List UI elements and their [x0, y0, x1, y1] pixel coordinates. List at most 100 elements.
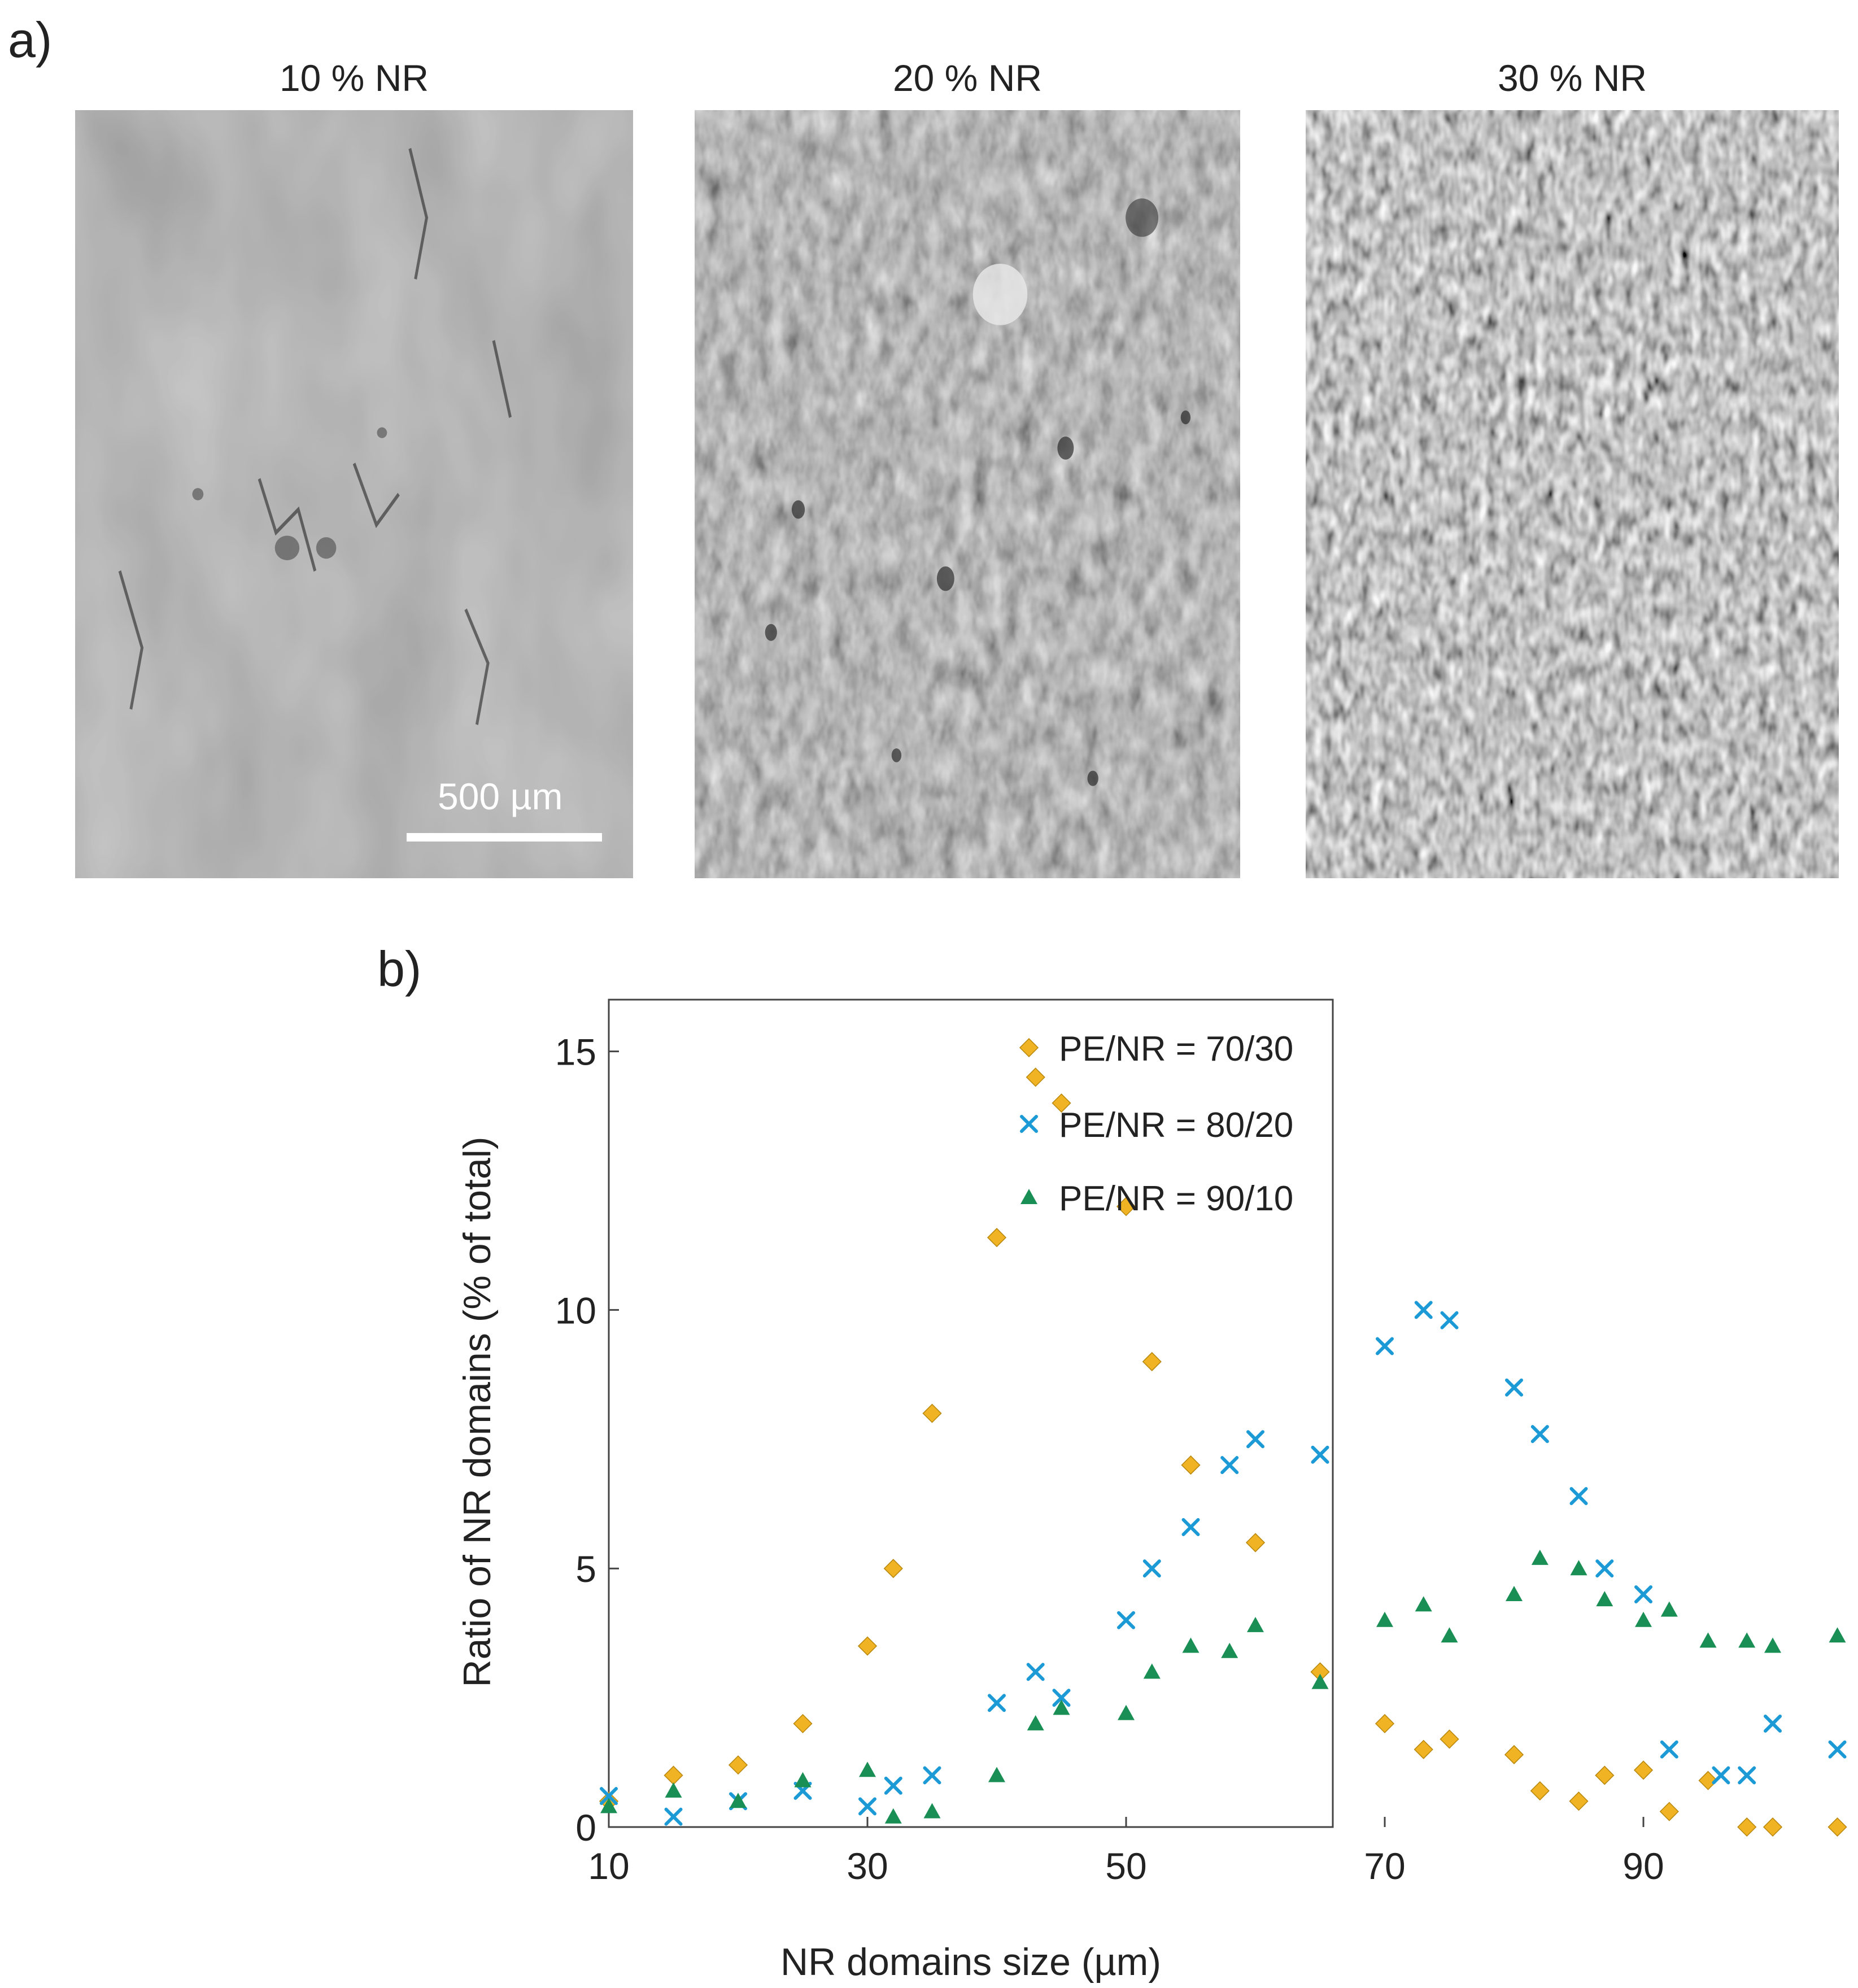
data-point-x	[1738, 1766, 1756, 1785]
panel-b-label: b)	[377, 941, 422, 997]
data-point-x	[600, 1787, 618, 1806]
micrograph-30-percent-nr	[1306, 110, 1839, 878]
y-tick-label: 10	[555, 1289, 596, 1331]
x-tick-label: 70	[1364, 1845, 1405, 1887]
data-point-triangle	[1247, 1616, 1264, 1632]
data-point-diamond	[1698, 1771, 1718, 1790]
data-point-x	[884, 1776, 902, 1795]
data-point-triangle	[1570, 1560, 1587, 1576]
data-point-triangle	[1738, 1632, 1756, 1648]
data-point-triangle	[1699, 1632, 1717, 1648]
data-point-x	[1142, 1559, 1161, 1578]
data-point-x	[1026, 1663, 1045, 1681]
data-point-triangle	[1182, 1637, 1200, 1653]
data-point-x	[1828, 1740, 1847, 1759]
micrograph-30-texture	[1306, 110, 1839, 878]
data-point-x	[1440, 1311, 1459, 1329]
data-point-triangle	[1118, 1704, 1135, 1720]
micrograph-title-20: 20 % NR	[892, 57, 1043, 99]
data-point-diamond	[1052, 1093, 1071, 1113]
data-point-triangle	[1635, 1611, 1652, 1627]
micrograph-20-percent-nr	[695, 110, 1240, 878]
data-point-diamond	[1763, 1817, 1783, 1837]
data-point-x	[1052, 1689, 1071, 1707]
data-point-diamond	[1530, 1781, 1550, 1800]
data-point-diamond	[922, 1403, 942, 1423]
data-point-triangle	[1415, 1596, 1432, 1612]
data-point-diamond	[1116, 1197, 1136, 1217]
data-point-diamond	[1019, 1037, 1039, 1058]
plot-frame	[608, 999, 1334, 1828]
data-point-diamond	[1595, 1765, 1615, 1785]
data-point-diamond	[987, 1228, 1007, 1248]
panel-a-label: a)	[8, 12, 53, 68]
data-point-x	[1376, 1337, 1394, 1355]
data-point-x	[858, 1797, 876, 1816]
data-point-triangle	[1506, 1585, 1523, 1601]
y-axis-label: Ratio of NR domains (% of total)	[456, 1136, 499, 1687]
micrograph-10-texture	[75, 110, 633, 878]
data-point-diamond	[664, 1765, 683, 1785]
data-point-triangle	[600, 1798, 617, 1813]
data-point-x	[1595, 1559, 1614, 1578]
data-point-triangle	[923, 1803, 941, 1819]
data-point-triangle	[884, 1808, 902, 1824]
data-point-x	[1246, 1430, 1264, 1449]
micrograph-10-percent-nr	[75, 110, 633, 878]
legend-label: PE/NR = 90/10	[1059, 1179, 1293, 1218]
data-point-x	[1414, 1301, 1433, 1319]
data-point-diamond	[857, 1636, 878, 1656]
data-point-diamond	[1440, 1729, 1459, 1749]
data-point-diamond	[728, 1755, 748, 1775]
data-point-x	[1020, 1115, 1038, 1133]
data-point-x	[1660, 1740, 1678, 1759]
data-point-triangle	[794, 1772, 812, 1788]
y-tick-label: 5	[575, 1548, 596, 1590]
data-point-x	[988, 1694, 1006, 1712]
data-point-diamond	[1633, 1760, 1654, 1780]
data-point-triangle	[1764, 1637, 1781, 1653]
data-point-triangle	[1311, 1673, 1329, 1689]
micrograph-title-30: 30 % NR	[1497, 57, 1647, 99]
data-point-triangle	[1027, 1715, 1044, 1730]
legend-label: PE/NR = 80/20	[1059, 1106, 1293, 1145]
scale-bar-label: 500 µm	[438, 775, 563, 817]
data-point-triangle	[1660, 1601, 1678, 1617]
data-point-diamond	[1737, 1817, 1757, 1837]
data-point-x	[923, 1766, 941, 1785]
data-point-triangle	[1221, 1642, 1238, 1658]
y-axis-ticks: 0 5 10 15	[555, 1031, 619, 1849]
data-point-diamond	[1181, 1455, 1201, 1475]
data-point-triangle	[1829, 1627, 1846, 1643]
data-point-diamond	[1375, 1714, 1395, 1733]
data-point-triangle	[1376, 1611, 1393, 1627]
data-point-diamond	[1569, 1791, 1589, 1811]
data-point-x	[1569, 1487, 1588, 1505]
data-point-triangle	[1596, 1591, 1613, 1607]
x-tick-label: 50	[1105, 1845, 1146, 1887]
data-point-triangle	[665, 1782, 682, 1798]
micrograph-20-texture	[695, 110, 1240, 878]
data-point-triangle	[1143, 1663, 1161, 1679]
x-tick-label: 90	[1623, 1845, 1664, 1887]
data-point-x	[1712, 1766, 1730, 1785]
micrograph-title-10: 10 % NR	[279, 57, 429, 99]
legend-label: PE/NR = 70/30	[1059, 1030, 1293, 1069]
data-point-triangle	[1531, 1549, 1549, 1565]
data-point-x	[664, 1807, 683, 1826]
data-point-diamond	[1026, 1067, 1045, 1087]
data-points	[599, 1067, 1847, 1837]
data-point-x	[1117, 1611, 1135, 1629]
data-point-diamond	[1504, 1745, 1524, 1764]
data-point-triangle	[1441, 1627, 1458, 1643]
x-axis-ticks: 1030507090110	[588, 1817, 1664, 1887]
data-point-triangle	[1053, 1699, 1070, 1715]
data-point-triangle	[1020, 1189, 1037, 1204]
x-tick-label: 30	[847, 1845, 888, 1887]
y-tick-label: 15	[555, 1031, 596, 1073]
data-point-x	[1181, 1518, 1200, 1536]
x-tick-label: 10	[588, 1845, 629, 1887]
data-point-x	[1311, 1445, 1329, 1464]
data-point-triangle	[859, 1762, 876, 1777]
data-point-x	[1634, 1585, 1652, 1603]
